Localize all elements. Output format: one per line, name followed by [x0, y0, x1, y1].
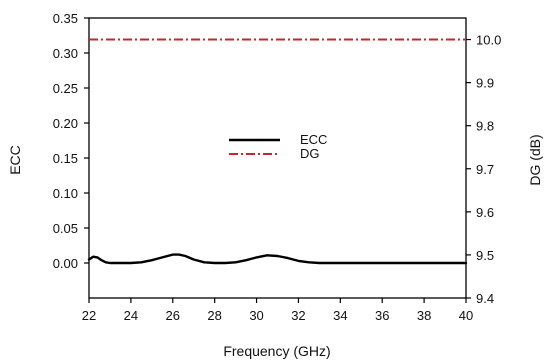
x-tick-label: 26: [166, 308, 180, 323]
legend-label-ecc: ECC: [300, 132, 327, 147]
legend: ECC DG: [229, 132, 327, 161]
y-right-tick-label: 9.4: [476, 291, 494, 306]
x-tick-label: 36: [375, 308, 389, 323]
y-left-axis-title: ECC: [7, 145, 23, 175]
x-axis-ticks: 22 24 26 28 30 32 34 36 38 40: [82, 298, 473, 323]
y-left-axis-ticks: 0.00 0.05 0.10 0.15 0.20 0.25 0.30 0.35: [53, 11, 89, 271]
y-left-tick-label: 0.15: [53, 151, 78, 166]
x-tick-label: 40: [459, 308, 473, 323]
y-right-tick-label: 9.5: [476, 248, 494, 263]
x-tick-label: 34: [333, 308, 347, 323]
y-right-tick-label: 9.8: [476, 119, 494, 134]
y-left-tick-label: 0.35: [53, 11, 78, 26]
x-tick-label: 28: [207, 308, 221, 323]
x-tick-label: 22: [82, 308, 96, 323]
x-tick-label: 30: [249, 308, 263, 323]
y-left-tick-label: 0.25: [53, 81, 78, 96]
y-left-tick-label: 0.00: [53, 256, 78, 271]
y-right-tick-label: 9.9: [476, 76, 494, 91]
x-tick-label: 38: [417, 308, 431, 323]
y-left-tick-label: 0.20: [53, 116, 78, 131]
y-left-tick-label: 0.30: [53, 46, 78, 61]
y-right-tick-label: 9.6: [476, 205, 494, 220]
y-left-tick-label: 0.05: [53, 221, 78, 236]
x-tick-label: 24: [124, 308, 138, 323]
x-tick-label: 32: [291, 308, 305, 323]
y-left-tick-label: 0.10: [53, 186, 78, 201]
series-layer: [87, 38, 468, 265]
legend-label-dg: DG: [300, 146, 320, 161]
y-right-tick-label: 9.7: [476, 162, 494, 177]
x-axis-title: Frequency (GHz): [223, 343, 330, 359]
y-right-tick-label: 10.0: [476, 33, 501, 48]
y-right-axis-title: DG (dB): [527, 134, 543, 185]
series-line-ecc: [87, 253, 468, 265]
y-right-axis-ticks: 9.4 9.5 9.6 9.7 9.8 9.9 10.0: [466, 33, 501, 306]
